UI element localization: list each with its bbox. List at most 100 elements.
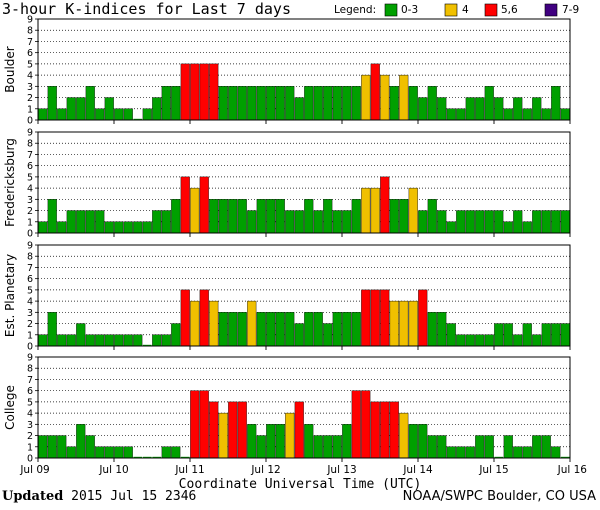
bar-fredericksburg-22 (247, 210, 257, 234)
bar-college-19 (218, 412, 228, 459)
bar-boulder-10 (133, 118, 143, 120)
bar-boulder-45 (465, 97, 475, 121)
bar-fredericksburg-29 (313, 210, 323, 234)
y-tick-label: 2 (27, 93, 33, 104)
bar-est-planetary-39 (408, 300, 418, 347)
bar-est-planetary-29 (313, 312, 323, 347)
bar-fredericksburg-44 (456, 210, 466, 234)
legend-entry-7-9: 7-9 (562, 4, 579, 16)
credit-text: NOAA/SWPC Boulder, CO USA (402, 489, 596, 504)
bar-fredericksburg-23 (256, 199, 266, 234)
bar-fredericksburg-18 (209, 199, 219, 234)
legend-entry-0-3: 0-3 (401, 4, 418, 16)
bar-college-17 (199, 390, 209, 459)
bar-boulder-21 (237, 86, 247, 121)
y-tick-label: 8 (27, 252, 33, 263)
bar-est-planetary-54 (551, 323, 561, 347)
bar-est-planetary-42 (437, 312, 447, 347)
bar-college-28 (304, 424, 314, 459)
bar-fredericksburg-45 (465, 210, 475, 234)
y-tick-label: 9 (27, 353, 33, 364)
bar-boulder-37 (389, 86, 399, 121)
bar-est-planetary-14 (171, 323, 181, 347)
bar-est-planetary-44 (456, 334, 466, 347)
bar-fredericksburg-42 (437, 210, 447, 234)
y-tick-label: 5 (27, 172, 33, 183)
bar-college-24 (266, 424, 276, 459)
bar-est-planetary-49 (503, 323, 513, 347)
bar-fredericksburg-21 (237, 199, 247, 234)
bar-boulder-48 (494, 97, 504, 121)
legend: Legend: 0-3 4 5,6 7-9 (334, 3, 579, 17)
bar-est-planetary-13 (161, 334, 171, 347)
bar-est-planetary-25 (275, 312, 285, 347)
y-tick-label: 4 (27, 184, 33, 195)
bar-boulder-14 (171, 86, 181, 121)
x-tick-label: Jul 11 (174, 464, 204, 476)
bar-college-55 (560, 456, 570, 458)
bar-boulder-38 (399, 74, 409, 121)
bar-est-planetary-27 (294, 323, 304, 347)
chart-title: 3-hour K-indices for Last 7 days (2, 0, 291, 18)
panel-label-fredericksburg: Fredericksburg (3, 138, 17, 227)
bar-boulder-20 (228, 86, 238, 121)
bar-est-planetary-5 (85, 334, 95, 347)
bar-est-planetary-46 (475, 334, 485, 347)
y-tick-label: 4 (27, 409, 33, 420)
bar-boulder-1 (47, 86, 57, 121)
bar-fredericksburg-33 (351, 199, 361, 234)
bar-boulder-5 (85, 86, 95, 121)
x-axis-label: Coordinate Universal Time (UTC) (179, 477, 422, 492)
bar-college-49 (503, 435, 513, 459)
bar-college-53 (541, 435, 551, 459)
bar-boulder-27 (294, 97, 304, 121)
bar-fredericksburg-55 (560, 210, 570, 234)
bar-boulder-35 (370, 63, 380, 121)
bar-est-planetary-22 (247, 300, 257, 347)
y-tick-label: 0 (27, 454, 33, 465)
bar-est-planetary-53 (541, 323, 551, 347)
bar-college-47 (484, 435, 494, 459)
bar-fredericksburg-7 (104, 221, 114, 234)
bar-est-planetary-9 (123, 334, 133, 347)
bar-boulder-47 (484, 86, 494, 121)
y-tick-label: 3 (27, 195, 33, 206)
bar-fredericksburg-6 (95, 210, 105, 234)
bar-est-planetary-23 (256, 312, 266, 347)
panel-frame (37, 18, 571, 121)
bar-est-planetary-21 (237, 312, 247, 347)
bar-boulder-26 (285, 86, 295, 121)
bar-college-44 (456, 446, 466, 459)
bar-est-planetary-50 (513, 334, 523, 347)
bar-fredericksburg-13 (161, 210, 171, 234)
bar-boulder-52 (532, 97, 542, 121)
bar-college-33 (351, 390, 361, 459)
bar-fredericksburg-49 (503, 221, 513, 234)
x-tick-label: Jul 12 (250, 464, 280, 476)
bar-fredericksburg-46 (475, 210, 485, 234)
y-tick-label: 9 (27, 241, 33, 252)
legend-swatch-4 (444, 3, 458, 17)
y-tick-label: 7 (27, 375, 33, 386)
bar-est-planetary-30 (323, 323, 333, 347)
bar-boulder-3 (66, 97, 76, 121)
panel-frame (37, 356, 571, 459)
bar-est-planetary-7 (104, 334, 114, 347)
bar-fredericksburg-32 (342, 210, 352, 234)
bar-boulder-22 (247, 86, 257, 121)
bar-college-30 (323, 435, 333, 459)
bar-fredericksburg-25 (275, 199, 285, 234)
bar-college-26 (285, 412, 295, 459)
bar-fredericksburg-39 (408, 187, 418, 234)
bar-boulder-6 (95, 108, 105, 121)
bar-est-planetary-35 (370, 289, 380, 347)
y-tick-label: 2 (27, 431, 33, 442)
bar-est-planetary-16 (190, 300, 200, 347)
bar-college-5 (85, 435, 95, 459)
bar-est-planetary-37 (389, 300, 399, 347)
bar-boulder-30 (323, 86, 333, 121)
bar-est-planetary-28 (304, 312, 314, 347)
bar-college-48 (494, 456, 504, 458)
updated-timestamp: Updated 2015 Jul 15 2346 (2, 489, 196, 504)
